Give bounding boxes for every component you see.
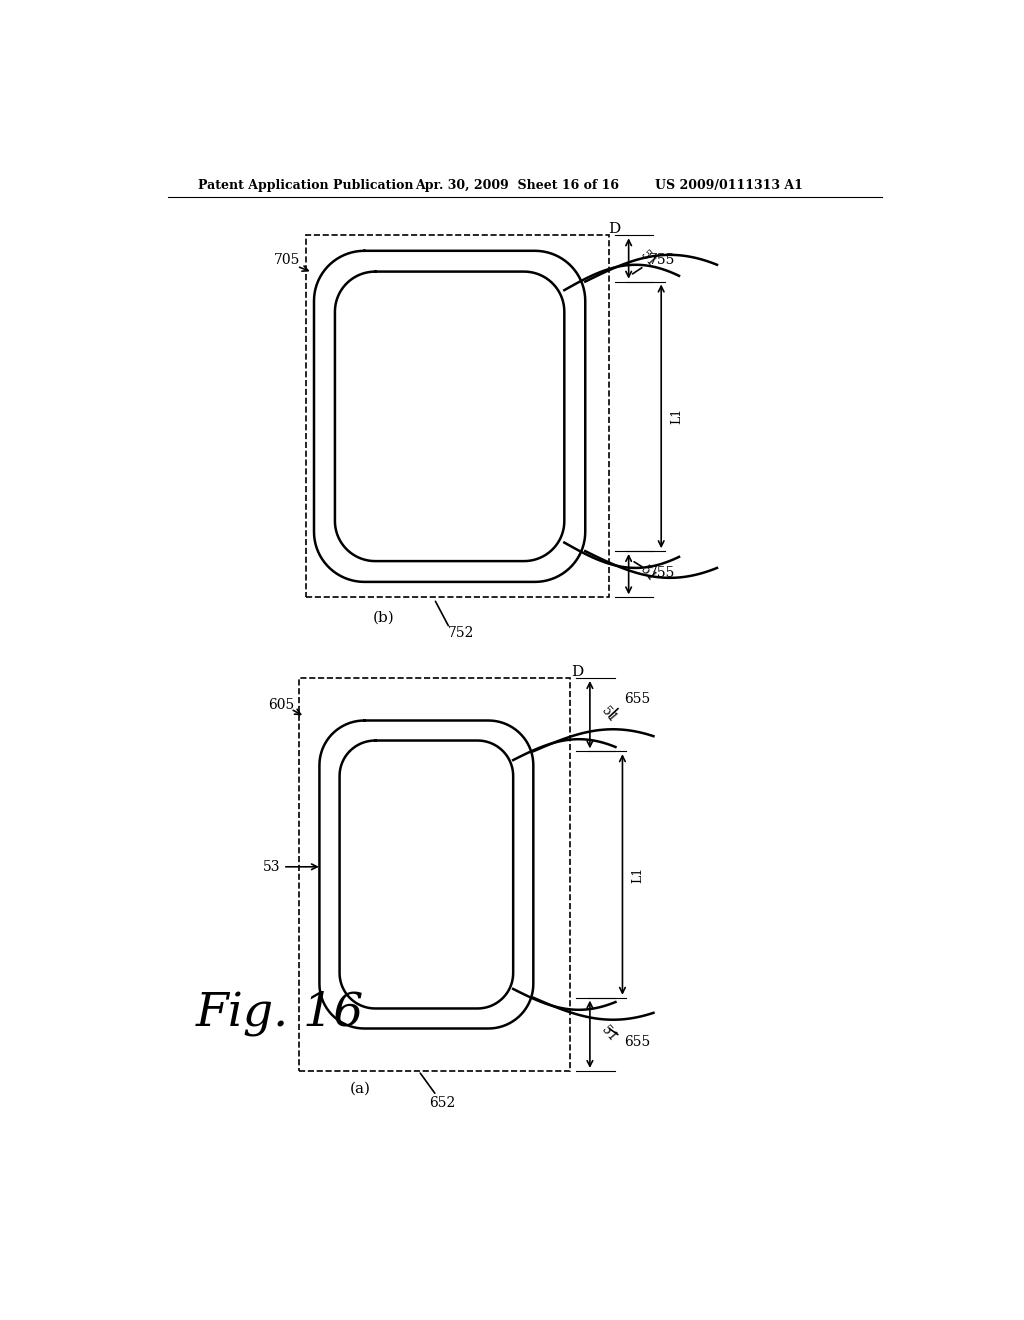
- Text: Patent Application Publication: Patent Application Publication: [198, 178, 414, 191]
- Text: US 2009/0111313 A1: US 2009/0111313 A1: [655, 178, 803, 191]
- Text: 652: 652: [429, 1096, 455, 1110]
- Text: L1: L1: [671, 408, 683, 425]
- Text: 51: 51: [638, 564, 658, 585]
- Text: Fig. 16: Fig. 16: [197, 990, 365, 1036]
- Text: 705: 705: [273, 253, 300, 267]
- Text: Apr. 30, 2009  Sheet 16 of 16: Apr. 30, 2009 Sheet 16 of 16: [415, 178, 618, 191]
- Text: 655: 655: [624, 692, 650, 706]
- Text: 655: 655: [624, 1035, 650, 1049]
- Text: 605: 605: [268, 698, 295, 711]
- Text: 51: 51: [599, 1024, 620, 1044]
- Text: 752: 752: [449, 627, 474, 640]
- Text: D: D: [571, 665, 584, 678]
- Text: (a): (a): [350, 1081, 371, 1096]
- Text: 51: 51: [638, 248, 658, 269]
- Text: D: D: [608, 222, 621, 236]
- Text: 755: 755: [649, 253, 675, 267]
- Text: 755: 755: [649, 566, 675, 579]
- Text: (b): (b): [373, 611, 394, 626]
- Text: L1: L1: [632, 866, 645, 883]
- Text: 53: 53: [262, 859, 281, 874]
- Text: 51: 51: [599, 705, 620, 725]
